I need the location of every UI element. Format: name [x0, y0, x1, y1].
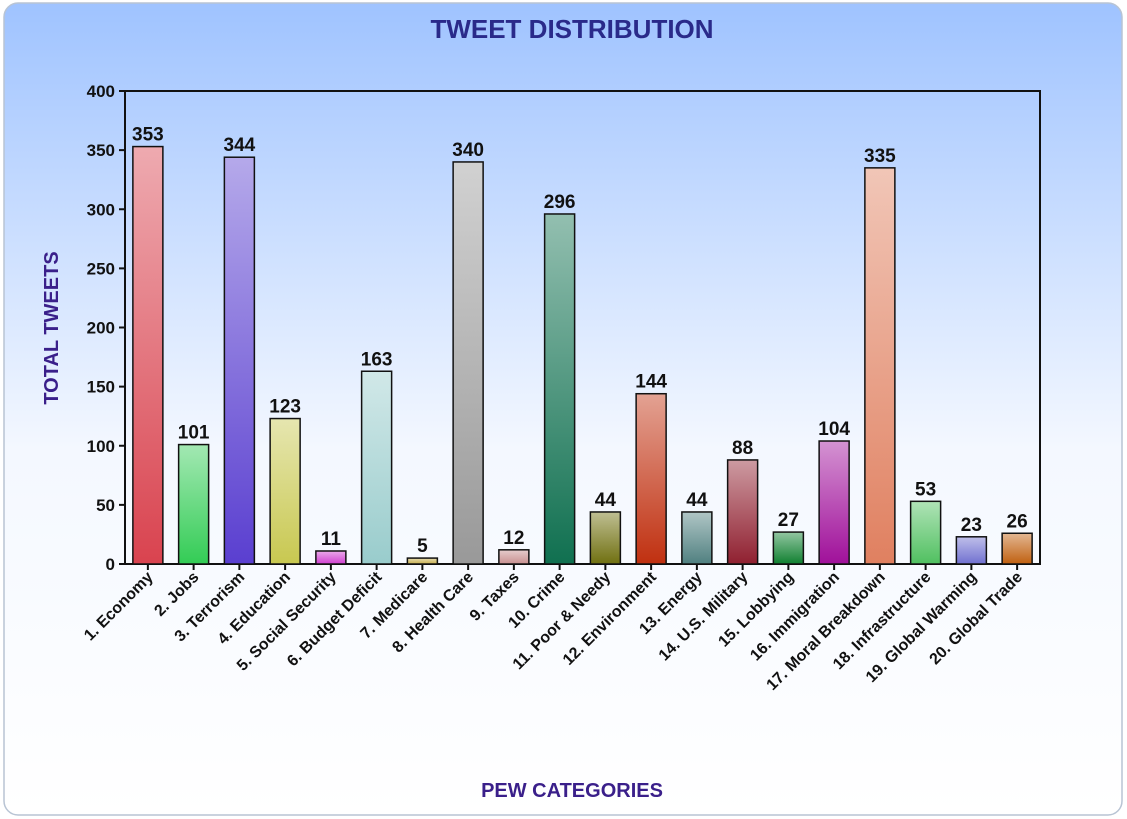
- bar: [681, 511, 713, 565]
- value-label: 163: [361, 349, 393, 370]
- chart-title: TWEET DISTRIBUTION: [430, 14, 713, 44]
- value-label: 23: [961, 515, 982, 536]
- bar: [269, 417, 301, 565]
- y-tick-label: 100: [87, 437, 115, 456]
- value-label: 335: [864, 146, 896, 167]
- value-label: 101: [178, 423, 210, 444]
- bar: [315, 550, 347, 565]
- bar: [1001, 532, 1033, 565]
- bar: [132, 145, 164, 565]
- value-label: 144: [635, 372, 667, 393]
- bar: [406, 557, 439, 565]
- bar: [498, 549, 530, 565]
- bar: [452, 161, 484, 565]
- y-tick-label: 400: [87, 82, 115, 101]
- y-tick-label: 350: [87, 141, 115, 160]
- value-label: 88: [732, 438, 753, 459]
- bar: [955, 536, 988, 565]
- value-label: 27: [778, 510, 799, 531]
- bar: [864, 167, 896, 565]
- bar: [635, 392, 667, 565]
- bar: [589, 511, 622, 565]
- value-label: 353: [132, 125, 164, 146]
- y-axis-title: TOTAL TWEETS: [41, 251, 63, 404]
- bar: [726, 459, 759, 565]
- bar: [223, 156, 256, 565]
- value-label: 53: [915, 479, 936, 500]
- y-tick-label: 150: [87, 378, 115, 397]
- x-axis-title: PEW CATEGORIES: [481, 780, 663, 802]
- y-tick-label: 0: [106, 555, 115, 574]
- value-label: 344: [224, 135, 256, 156]
- value-label: 104: [818, 419, 850, 440]
- value-label: 44: [686, 490, 708, 511]
- value-label: 340: [452, 140, 484, 161]
- bar: [360, 370, 393, 565]
- value-label: 5: [417, 536, 428, 557]
- bar: [177, 443, 210, 565]
- bar: [818, 440, 850, 565]
- value-label: 296: [544, 192, 576, 213]
- value-label: 123: [269, 397, 301, 418]
- value-label: 44: [595, 490, 617, 511]
- y-tick-label: 50: [96, 496, 115, 515]
- value-label: 11: [321, 529, 342, 550]
- y-tick-label: 250: [87, 259, 115, 278]
- bar: [543, 213, 576, 565]
- value-label: 26: [1007, 511, 1028, 532]
- value-label: 12: [503, 528, 524, 549]
- y-tick-label: 200: [87, 319, 115, 338]
- bar: [909, 500, 942, 565]
- bar: [772, 531, 805, 565]
- y-tick-label: 300: [87, 200, 115, 219]
